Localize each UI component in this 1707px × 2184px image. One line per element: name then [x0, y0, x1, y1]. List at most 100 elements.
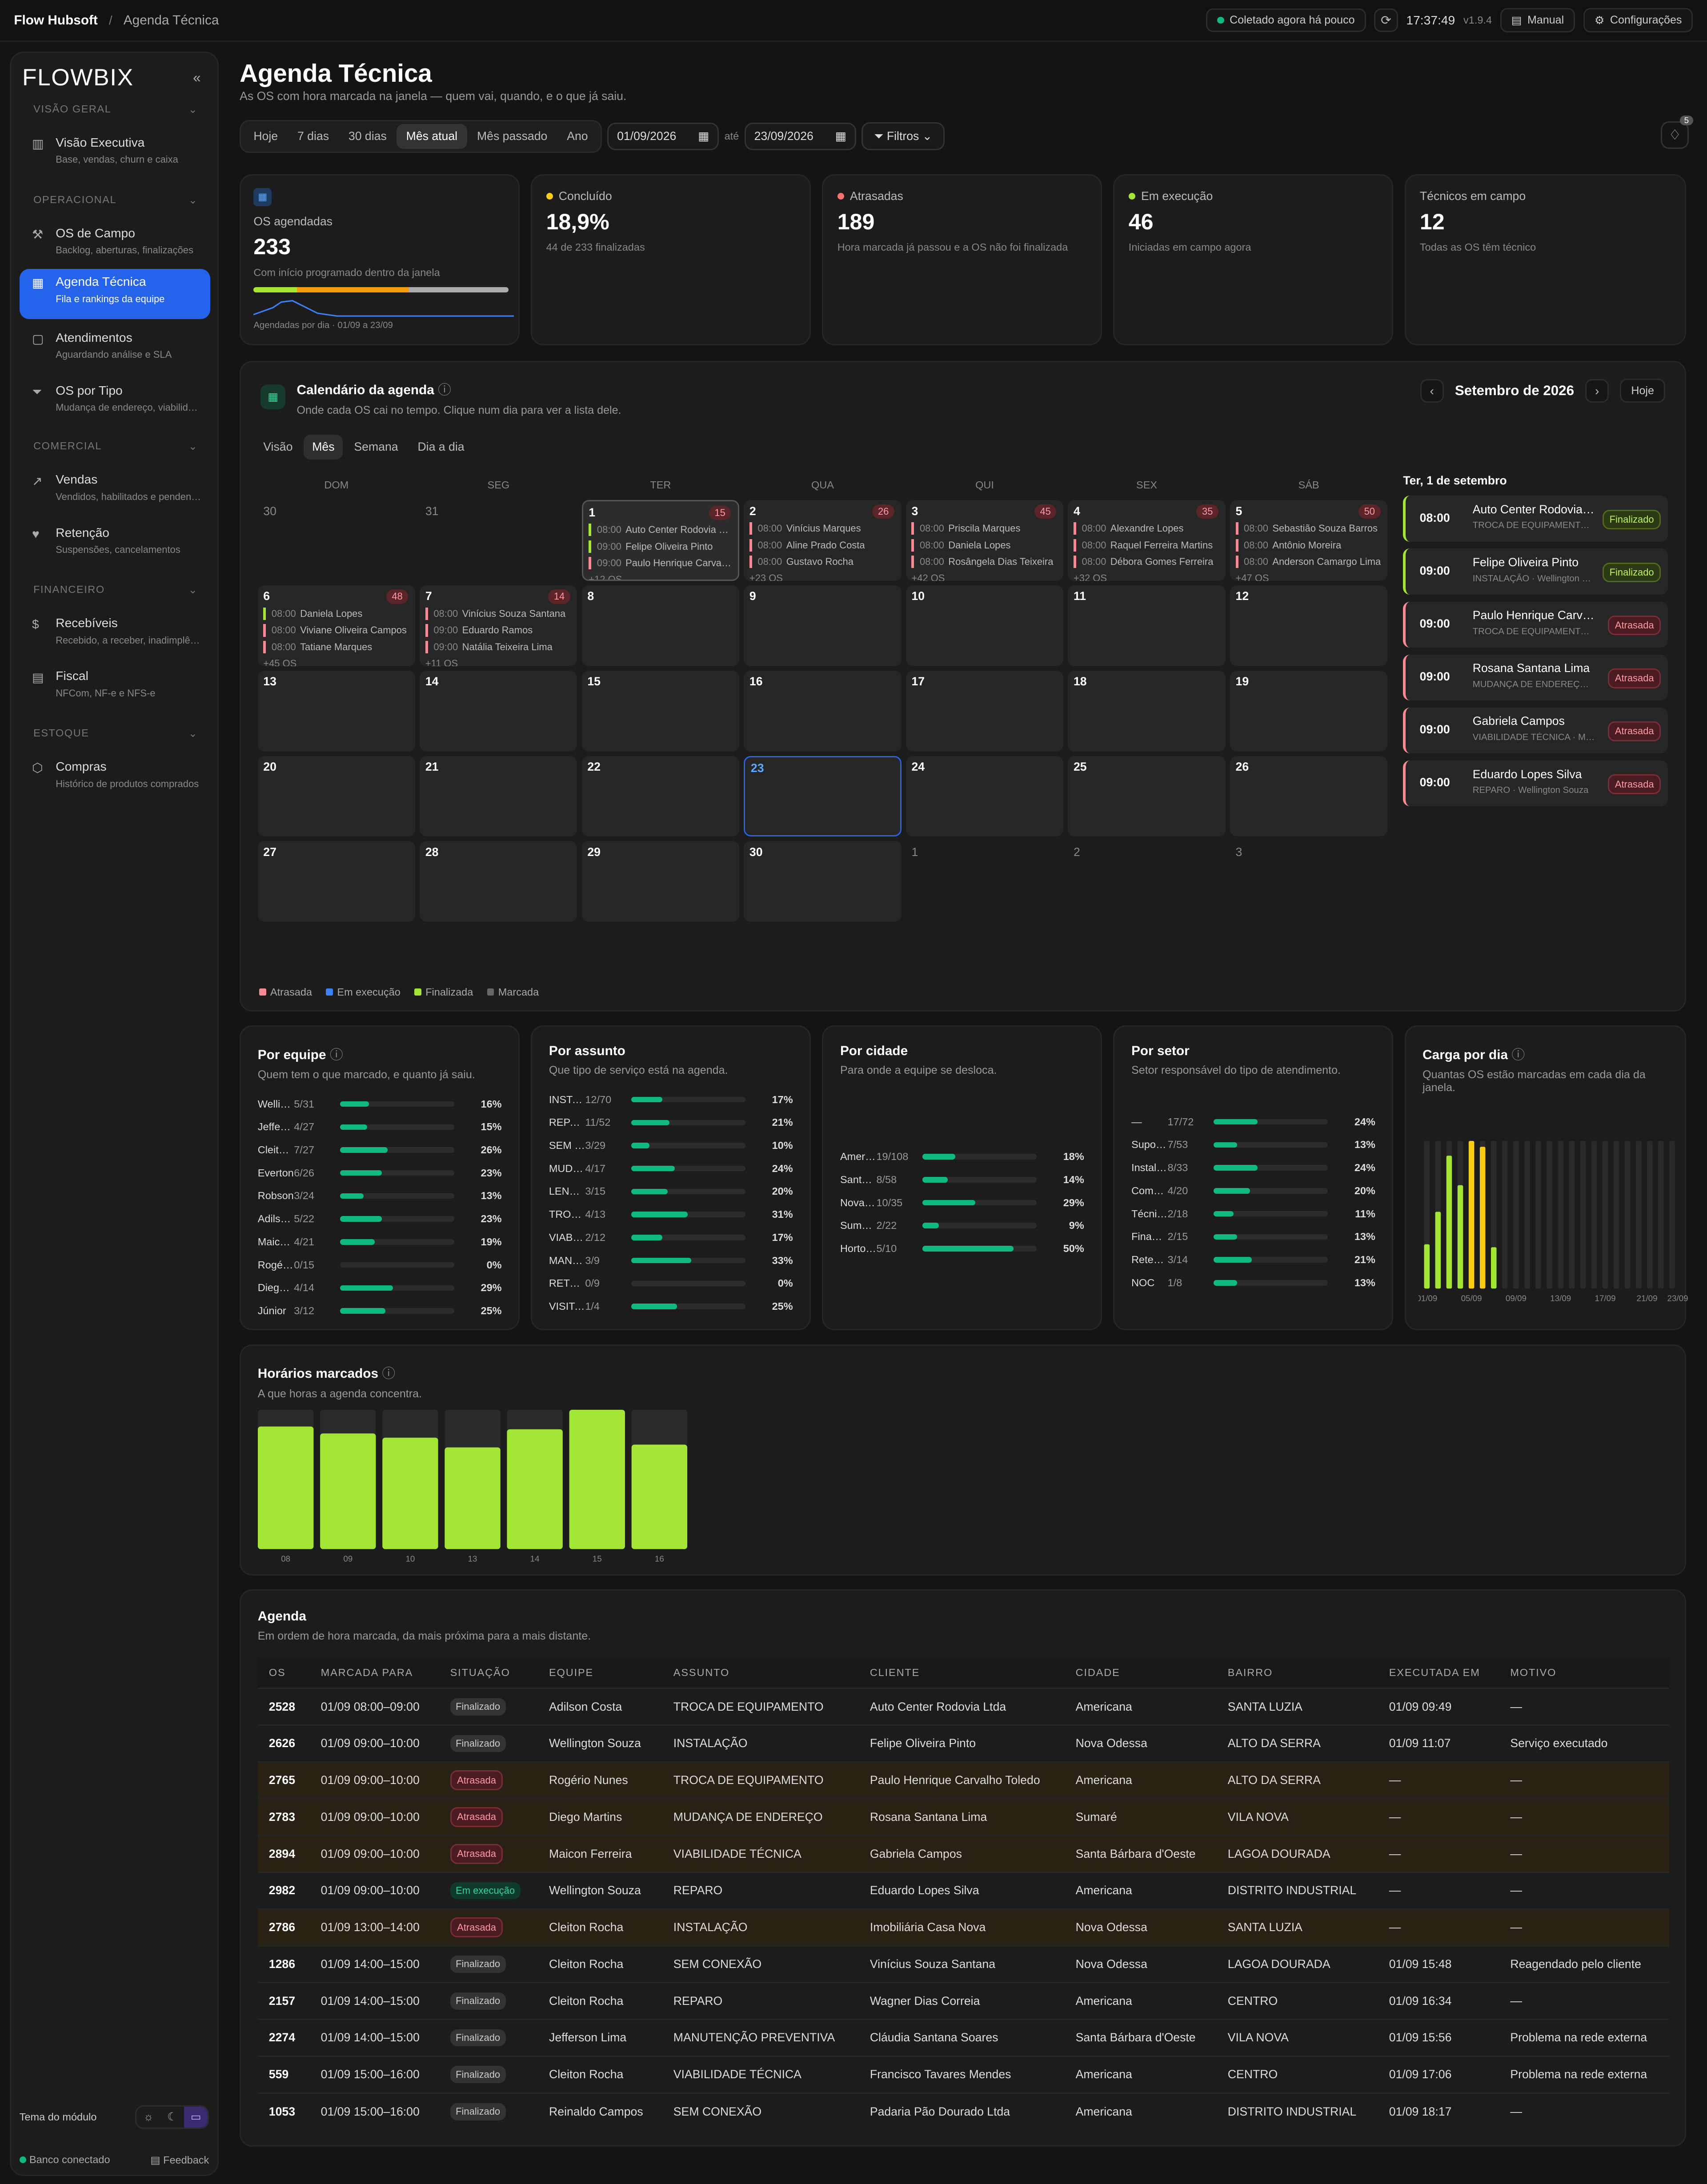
- app-brand[interactable]: Flow Hubsoft: [14, 12, 98, 28]
- calendar-day[interactable]: 8: [581, 585, 739, 666]
- calendar-day[interactable]: 12: [1230, 585, 1388, 666]
- sidebar-item-os-por-tipo[interactable]: ⏷ OS por Tipo Mudança de endereço, viabili…: [20, 377, 210, 428]
- range-ano[interactable]: Ano: [567, 129, 588, 143]
- calendar-event[interactable]: 08:00 Alexandre Lopes: [1073, 522, 1220, 535]
- table-row[interactable]: 2894 01/09 09:00–10:00 Atrasada Maicon Ferr…: [257, 1835, 1669, 1872]
- calendar-event[interactable]: 08:00 Sebastião Souza Barros: [1235, 522, 1382, 535]
- day-list-item[interactable]: 09:00 Gabriela Campos VIABILIDADE TÉCNICA …: [1403, 707, 1668, 754]
- sidebar-item-fiscal[interactable]: ▤ Fiscal NFCom, NF-e e NFS-e: [20, 663, 210, 713]
- date-to-input[interactable]: 23/09/2026 ▦: [744, 122, 856, 150]
- manual-button[interactable]: ▤ Manual: [1500, 8, 1575, 32]
- info-icon[interactable]: ⓘ: [1511, 1047, 1525, 1062]
- sidebar-item-vendas[interactable]: ↗ Vendas Vendidos, habilitados e pendentes: [20, 467, 210, 517]
- calendar-day[interactable]: 23: [744, 756, 902, 837]
- tab-visão[interactable]: Visão: [263, 440, 293, 454]
- column-header[interactable]: BAIRRO: [1216, 1657, 1378, 1688]
- hour-bar[interactable]: [631, 1444, 687, 1549]
- calendar-day[interactable]: 4 35 08:00 Alexandre Lopes 08:00 Raquel Ferre…: [1068, 500, 1226, 581]
- table-row[interactable]: 2765 01/09 09:00–10:00 Atrasada Rogério Nun…: [257, 1761, 1669, 1799]
- lightbulb-icon[interactable]: ♢ 5: [1661, 116, 1693, 149]
- more-link[interactable]: +12 OS: [589, 573, 622, 581]
- monitor-icon[interactable]: ▭: [184, 2106, 208, 2128]
- today-button[interactable]: Hoje: [1620, 379, 1665, 403]
- more-link[interactable]: +45 OS: [263, 657, 297, 666]
- calendar-day[interactable]: 17: [906, 670, 1064, 752]
- calendar-day[interactable]: 6 48 08:00 Daniela Lopes 08:00 Viviane Olivei…: [257, 585, 415, 666]
- range-hoje[interactable]: Hoje: [253, 129, 278, 143]
- info-icon[interactable]: ⓘ: [382, 1366, 396, 1381]
- chevron-down-icon[interactable]: ⌄: [188, 103, 198, 115]
- more-link[interactable]: +23 OS: [749, 572, 783, 581]
- column-header[interactable]: EQUIPE: [537, 1657, 662, 1688]
- calendar-day[interactable]: 11: [1068, 585, 1226, 666]
- hour-bar[interactable]: [507, 1429, 563, 1549]
- calendar-event[interactable]: 08:00 Tatiane Marques: [263, 640, 409, 654]
- hour-bar[interactable]: [569, 1409, 625, 1549]
- filters-button[interactable]: ⏷ Filtros ⌄: [862, 122, 945, 151]
- calendar-day[interactable]: 14: [420, 670, 577, 752]
- column-header[interactable]: OS: [257, 1657, 310, 1688]
- sidebar-item-recebíveis[interactable]: $ Recebíveis Recebido, a receber, inadimpl…: [20, 610, 210, 660]
- table-row[interactable]: 2528 01/09 08:00–09:00 Finalizado Adilson C…: [257, 1688, 1669, 1725]
- table-row[interactable]: 1286 01/09 14:00–15:00 Finalizado Cleiton R…: [257, 1945, 1669, 1983]
- sun-icon[interactable]: ☼: [143, 2110, 154, 2123]
- chevron-down-icon[interactable]: ⌄: [188, 728, 198, 740]
- date-from-input[interactable]: 01/09/2026 ▦: [607, 122, 719, 150]
- theme-switcher[interactable]: ☼ ☾ ▭: [135, 2105, 209, 2129]
- calendar-event[interactable]: 08:00 Rosângela Dias Teixeira: [911, 556, 1058, 568]
- section-estoque[interactable]: ESTOQUE ⌄: [33, 727, 198, 740]
- config-button[interactable]: ⚙ Configurações: [1583, 8, 1693, 32]
- calendar-day[interactable]: 20: [257, 756, 415, 837]
- calendar-event[interactable]: 08:00 Daniela Lopes: [263, 607, 409, 620]
- calendar-event[interactable]: 08:00 Antônio Moreira: [1235, 539, 1382, 552]
- column-header[interactable]: MARCADA PARA: [309, 1657, 439, 1688]
- calendar-day[interactable]: 22: [581, 756, 739, 837]
- section-operacional[interactable]: OPERACIONAL ⌄: [33, 193, 198, 206]
- calendar-day[interactable]: 29: [581, 841, 739, 922]
- carga-bar[interactable]: [1435, 1212, 1441, 1289]
- prev-month-button[interactable]: ‹: [1420, 379, 1444, 403]
- day-list-item[interactable]: 09:00 Paulo Henrique Carvalho Toledo TROCA…: [1403, 601, 1668, 648]
- calendar-event[interactable]: 08:00 Gustavo Rocha: [749, 556, 896, 568]
- calendar-day[interactable]: 13: [257, 670, 415, 752]
- column-header[interactable]: CLIENTE: [858, 1657, 1065, 1688]
- column-header[interactable]: EXECUTADA EM: [1378, 1657, 1499, 1688]
- more-link[interactable]: +32 OS: [1073, 572, 1107, 581]
- sidebar-item-retenção[interactable]: ♥ Retenção Suspensões, cancelamentos: [20, 520, 210, 570]
- calendar-event[interactable]: 08:00 Vinícius Marques: [749, 522, 896, 535]
- calendar-day[interactable]: 3 45 08:00 Priscila Marques 08:00 Daniela Lop…: [906, 500, 1064, 581]
- hour-bar[interactable]: [382, 1437, 438, 1549]
- chevron-down-icon[interactable]: ⌄: [188, 584, 198, 596]
- day-list-item[interactable]: 08:00 Auto Center Rodovia Ltda TROCA DE EQ…: [1403, 496, 1668, 542]
- sidebar-item-os-de-campo[interactable]: ⚒ OS de Campo Backlog, aberturas, finaliza…: [20, 220, 210, 270]
- calendar-event[interactable]: 08:00 Daniela Lopes: [911, 539, 1058, 552]
- calendar-day[interactable]: 28: [420, 841, 577, 922]
- calendar-day[interactable]: 26: [1230, 756, 1388, 837]
- more-link[interactable]: +47 OS: [1235, 572, 1269, 581]
- sidebar-item-compras[interactable]: ⬡ Compras Histórico de produtos comprados: [20, 754, 210, 804]
- calendar-day[interactable]: 27: [257, 841, 415, 922]
- day-list-item[interactable]: 09:00 Felipe Oliveira Pinto INSTALAÇÃO · W…: [1403, 548, 1668, 595]
- calendar-event[interactable]: 09:00 Eduardo Ramos: [425, 624, 572, 637]
- calendar-day[interactable]: 5 50 08:00 Sebastião Souza Barros 08:00 Antôn…: [1230, 500, 1388, 581]
- carga-bar[interactable]: [1446, 1156, 1452, 1289]
- calendar-event[interactable]: 08:00 Raquel Ferreira Martins: [1073, 539, 1220, 552]
- table-row[interactable]: 2274 01/09 14:00–15:00 Finalizado Jefferson…: [257, 2019, 1669, 2056]
- calendar-event[interactable]: 08:00 Priscila Marques: [911, 522, 1058, 535]
- calendar-day[interactable]: 30: [744, 841, 902, 922]
- hour-bar[interactable]: [320, 1433, 376, 1549]
- table-row[interactable]: 2982 01/09 09:00–10:00 Em execução Wellingt…: [257, 1872, 1669, 1909]
- day-list-item[interactable]: 09:00 Eduardo Lopes Silva REPARO · Welling…: [1403, 760, 1668, 807]
- info-icon[interactable]: ⓘ: [329, 1047, 343, 1062]
- chevron-down-icon[interactable]: ⌄: [188, 194, 198, 206]
- range-7-dias[interactable]: 7 dias: [297, 129, 329, 143]
- carga-bar[interactable]: [1424, 1244, 1430, 1289]
- section-financeiro[interactable]: FINANCEIRO ⌄: [33, 584, 198, 596]
- calendar-day[interactable]: 15: [581, 670, 739, 752]
- hour-bar[interactable]: [257, 1426, 314, 1549]
- column-header[interactable]: SITUAÇÃO: [439, 1657, 538, 1688]
- calendar-day[interactable]: 18: [1068, 670, 1226, 752]
- range-mês-passado[interactable]: Mês passado: [477, 129, 548, 143]
- calendar-event[interactable]: 09:00 Felipe Oliveira Pinto: [589, 540, 732, 553]
- section-visão-geral[interactable]: VISÃO GERAL ⌄: [33, 103, 198, 115]
